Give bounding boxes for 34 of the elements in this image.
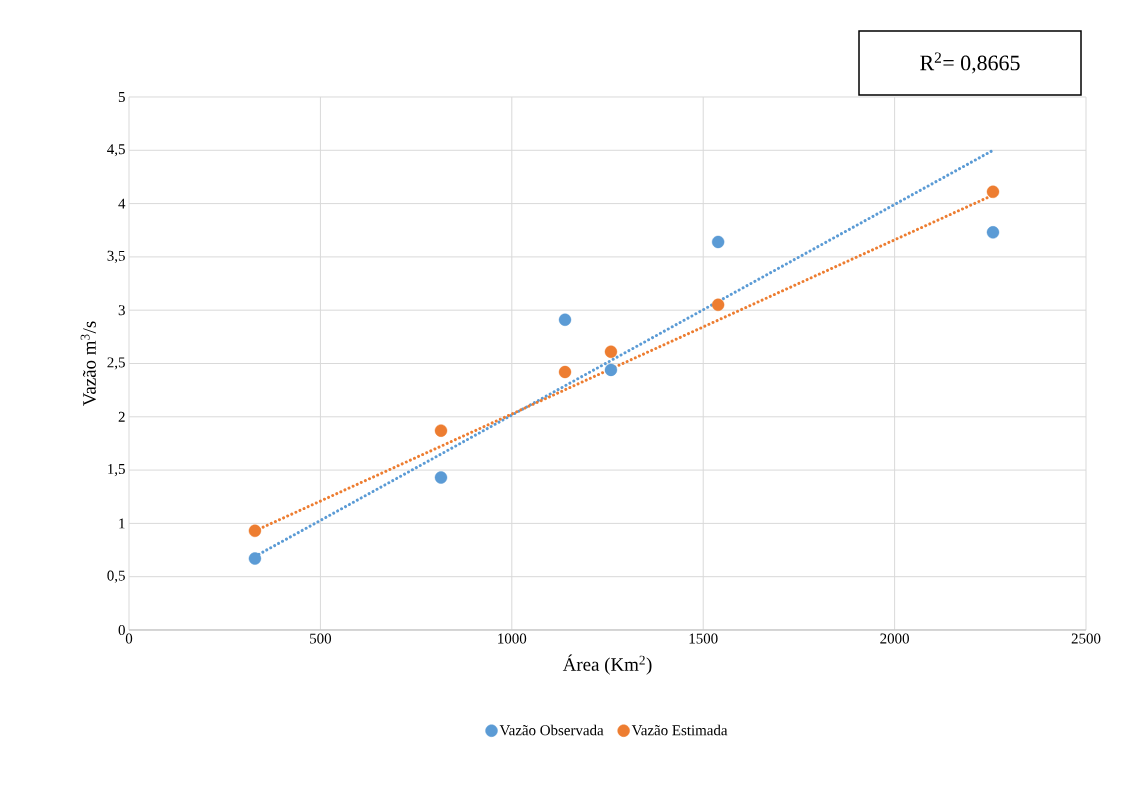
y-tick-label: 0 (118, 624, 125, 636)
y-tick-label: 4 (118, 198, 126, 209)
point (711, 235, 725, 249)
x-tick-label: 0 (125, 633, 133, 644)
legend-label: Vazão Estimada (631, 724, 728, 736)
y-tick-label: 4,5 (107, 144, 125, 157)
text: R$^{2}$= 0,8665 (920, 52, 1020, 74)
legend-label: Vazão Observada (499, 724, 604, 736)
y-tick-label: 2 (118, 411, 125, 422)
x-tick-label: 500 (310, 633, 332, 644)
y-tick-label: 1,5 (108, 464, 125, 477)
y-tick-label: 2,5 (107, 357, 125, 370)
point (558, 365, 572, 379)
point (558, 313, 572, 326)
x-tick-label: 2500 (1071, 633, 1101, 644)
y-tick-label: 3,5 (107, 250, 125, 263)
point (604, 345, 618, 358)
point (434, 471, 448, 484)
x-tick-label: 1000 (498, 633, 527, 644)
y-tick-label: 5 (118, 92, 125, 102)
y-tick-label: 1 (119, 518, 125, 529)
point (434, 424, 448, 437)
point (711, 298, 725, 312)
x-tick-label: 1500 (689, 633, 718, 644)
point (248, 524, 262, 538)
point (986, 226, 1000, 239)
point (604, 363, 618, 377)
point (986, 185, 1000, 199)
x-tick-label: 2000 (880, 633, 909, 644)
y-tick-label: 3 (118, 305, 125, 316)
y-axis-title: Vazão m$^{3}$/s (80, 321, 96, 406)
x-axis-title: Área (Km$^{2}$) (562, 654, 652, 675)
point (248, 552, 262, 565)
y-tick-label: 0,5 (107, 570, 125, 583)
